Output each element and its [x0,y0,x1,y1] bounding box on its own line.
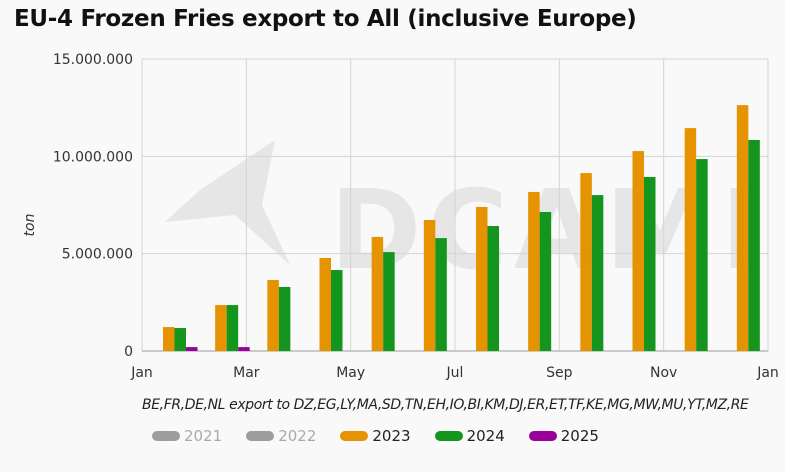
bar-2024-may [383,252,395,351]
x-tick-label: Jul [446,365,464,381]
y-tick-label: 15.000.000 [53,52,133,68]
bar-2023-apr [319,257,331,351]
legend-swatch [528,431,557,441]
y-tick-label: 0 [124,344,133,360]
bar-2024-oct [644,176,656,351]
legend-label: 2025 [560,427,599,445]
bar-2023-jun [423,219,436,351]
bar-2023-may [371,236,384,351]
legend-item-2022[interactable]: 2022 [246,427,316,445]
bar-2023-mar [267,279,279,351]
watermark-bird-icon [165,140,290,265]
bar-2025-jan [186,347,198,351]
bar-2024-feb [226,305,239,351]
legend-swatch [152,431,180,441]
x-tick-label: Sep [546,365,573,381]
x-tick-label: Mar [233,365,260,381]
y-tick-label: 10.000.000 [53,149,133,165]
bar-2024-mar [278,286,291,351]
bar-2023-sep [580,173,592,351]
chart-subtitle: BE,FR,DE,NL export to DZ,EG,LY,MA,SD,TN,… [142,397,749,413]
bar-2024-dec [748,139,760,351]
x-tick-label: Nov [650,365,677,381]
bar-2023-jan [163,327,175,351]
bar-2024-apr [331,270,343,351]
bar-2025-feb [238,347,250,351]
bar-2024-nov [696,159,708,351]
y-axis-label: ton [22,214,38,237]
x-tick-label: May [336,365,365,381]
bar-2023-aug [528,191,540,351]
legend-label: 2024 [466,427,505,445]
legend-swatch [246,431,275,441]
legend-item-2024[interactable]: 2024 [434,427,505,445]
legend-item-2023[interactable]: 2023 [340,427,411,445]
x-tick-label: Jan [756,365,779,381]
legend-label: 2023 [372,427,411,445]
legend-swatch [434,431,463,441]
bar-2024-jul [487,226,499,351]
bar-2024-jun [435,238,447,351]
bar-2023-jul [476,206,488,351]
legend-item-2025[interactable]: 2025 [528,427,599,445]
bar-2024-jan [174,328,186,351]
bar-2023-nov [684,128,697,351]
x-tick-label: Jan [130,365,153,381]
legend-label: 2022 [278,427,317,445]
bar-2024-sep [591,195,604,351]
bar-2023-feb [215,305,227,351]
legend-label: 2021 [184,427,223,445]
bar-2024-aug [539,212,552,351]
bar-2023-oct [632,151,644,351]
y-tick-label: 5.000.000 [62,247,133,263]
chart-title: EU-4 Frozen Fries export to All (inclusi… [14,6,637,32]
legend-item-2021[interactable]: 2021 [152,427,222,445]
legend-swatch [340,431,369,441]
bar-2023-dec [736,105,749,351]
chart-legend: 2021 2022 2023 2024 2025 [152,427,623,445]
